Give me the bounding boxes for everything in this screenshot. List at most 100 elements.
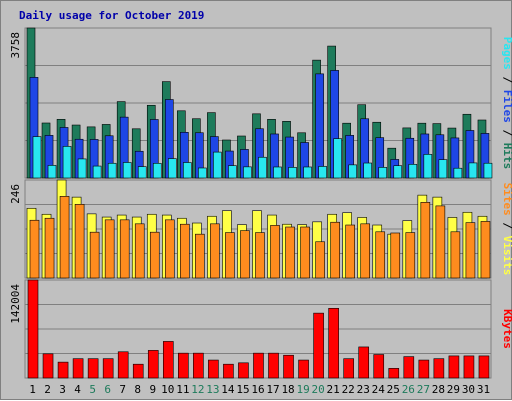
bar-kbytes-day-31: [478, 355, 490, 379]
bar-kbytes-day-23: [358, 346, 370, 379]
legend-files: Files: [501, 90, 512, 123]
day-label-12: 12: [191, 383, 204, 396]
day-label-17: 17: [266, 383, 279, 396]
bar-sites-day-14: [225, 232, 235, 279]
bar-pages-day-14: [228, 165, 237, 179]
day-label-14: 14: [221, 383, 235, 396]
bar-pages-day-29: [453, 167, 463, 179]
day-label-16: 16: [251, 383, 264, 396]
day-label-30: 30: [462, 383, 475, 396]
bar-pages-day-16: [258, 156, 267, 179]
bar-kbytes-day-24: [373, 354, 385, 379]
bar-kbytes-day-8: [132, 363, 144, 379]
bar-sites-day-17: [270, 225, 280, 279]
bar-pages-day-24: [378, 167, 388, 179]
day-label-22: 22: [342, 383, 355, 396]
panel-2: 246 Sites / Visits: [9, 179, 512, 279]
day-label-26: 26: [402, 383, 415, 396]
day-label-7: 7: [119, 383, 126, 396]
bar-sites-day-11: [180, 223, 190, 279]
bar-sites-day-7: [119, 219, 130, 279]
bar-sites-day-9: [149, 231, 160, 279]
bar-pages-day-11: [183, 162, 192, 179]
legend-separator: /: [501, 70, 512, 90]
bar-kbytes-day-25: [388, 368, 400, 379]
bar-pages-day-4: [77, 158, 87, 179]
day-label-27: 27: [417, 383, 430, 396]
legend-kbytes: KBytes: [501, 309, 512, 349]
bar-pages-day-22: [348, 164, 357, 179]
legend-separator: /: [501, 123, 512, 143]
bar-pages-day-28: [438, 159, 448, 179]
day-label-29: 29: [447, 383, 460, 396]
bar-pages-day-9: [152, 163, 162, 179]
bar-kbytes-day-11: [178, 352, 189, 379]
bar-pages-day-25: [393, 165, 403, 179]
day-label-18: 18: [281, 383, 294, 396]
day-label-8: 8: [134, 383, 141, 396]
bar-kbytes-day-13: [208, 359, 219, 379]
legend-visits: Visits: [501, 236, 512, 276]
bar-kbytes-day-22: [343, 358, 354, 379]
legend-hits: Hits: [501, 143, 512, 170]
panel-3-legend: KBytes: [501, 309, 512, 349]
bar-pages-day-6: [107, 162, 117, 179]
bar-kbytes-day-20: [313, 312, 324, 379]
bar-sites-day-15: [240, 230, 250, 279]
day-label-23: 23: [357, 383, 370, 396]
bar-pages-day-31: [483, 162, 493, 179]
bar-kbytes-day-21: [328, 307, 339, 379]
panel-3-ymax-label: 142004: [9, 284, 22, 324]
bar-kbytes-day-16: [253, 352, 264, 379]
day-label-3: 3: [59, 383, 66, 396]
bar-sites-day-2: [44, 217, 55, 279]
legend-separator: /: [501, 216, 512, 236]
bar-pages-day-30: [468, 162, 478, 179]
day-label-13: 13: [206, 383, 219, 396]
bar-kbytes-day-29: [448, 355, 460, 379]
bar-kbytes-day-4: [72, 358, 84, 379]
bar-pages-day-5: [92, 165, 102, 179]
bar-kbytes-day-3: [57, 361, 69, 379]
legend-pages: Pages: [501, 37, 512, 70]
bar-pages-day-7: [122, 162, 132, 179]
panel-1-ymax-label: 3758: [9, 32, 22, 59]
day-label-4: 4: [74, 383, 81, 396]
bar-pages-day-17: [273, 166, 282, 179]
bar-sites-day-4: [74, 204, 85, 279]
day-label-15: 15: [236, 383, 249, 396]
bar-sites-day-16: [255, 232, 265, 279]
legend-sites: Sites: [501, 183, 512, 216]
bar-sites-day-26: [405, 232, 416, 279]
day-label-5: 5: [89, 383, 96, 396]
day-label-31: 31: [477, 383, 490, 396]
bar-pages-day-19: [303, 166, 312, 179]
day-label-19: 19: [296, 383, 309, 396]
day-label-9: 9: [149, 383, 156, 396]
day-label-21: 21: [327, 383, 340, 396]
bar-kbytes-day-18: [283, 354, 294, 379]
bar-sites-day-19: [300, 226, 310, 279]
bar-pages-day-26: [408, 164, 418, 179]
bar-kbytes-day-26: [403, 356, 415, 379]
bar-sites-day-24: [375, 231, 386, 279]
bar-kbytes-day-28: [433, 358, 445, 379]
bar-sites-day-23: [360, 223, 371, 279]
bar-kbytes-day-1: [27, 279, 39, 379]
bar-sites-day-28: [435, 205, 446, 279]
panel-3: 142004 KBytes: [9, 279, 512, 379]
bar-sites-day-12: [195, 233, 205, 279]
bar-kbytes-day-15: [238, 362, 249, 379]
bar-sites-day-3: [59, 196, 70, 279]
bar-pages-day-15: [243, 166, 252, 179]
bar-pages-day-1: [32, 136, 42, 179]
bar-kbytes-day-17: [268, 352, 279, 379]
day-label-10: 10: [161, 383, 174, 396]
day-label-1: 1: [29, 383, 36, 396]
bar-sites-day-31: [480, 221, 491, 279]
day-label-6: 6: [104, 383, 111, 396]
bar-kbytes-day-19: [298, 359, 309, 379]
bar-sites-day-29: [450, 231, 461, 279]
bar-sites-day-10: [164, 219, 175, 279]
